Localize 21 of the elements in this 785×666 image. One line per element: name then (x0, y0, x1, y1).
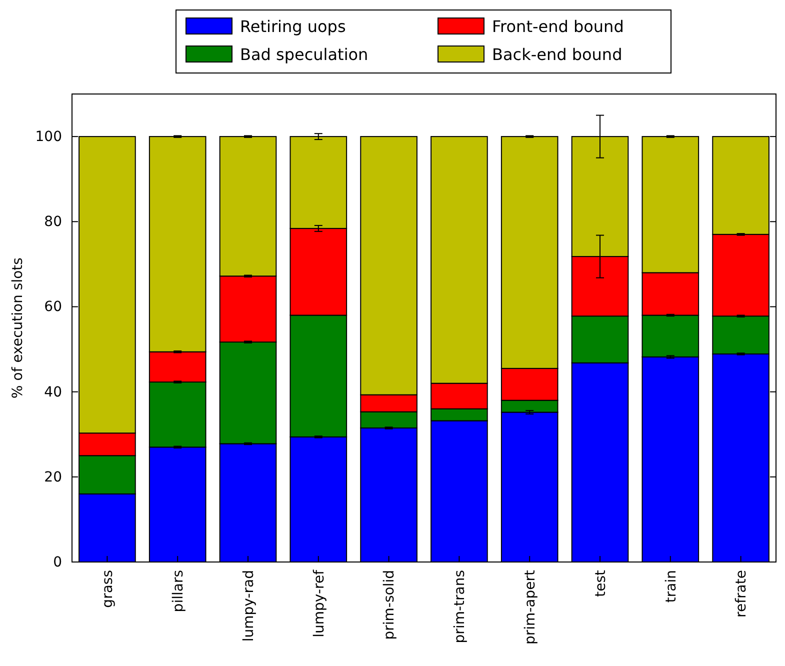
x-tick-label: pillars (170, 570, 186, 612)
x-tick-label: test (592, 569, 609, 597)
legend-label: Front-end bound (492, 17, 624, 36)
x-tick-label: lumpy-ref (311, 568, 328, 638)
y-axis-title: % of execution slots (10, 258, 26, 398)
x-tick-label: refrate (734, 570, 750, 618)
y-tick-label: 80 (44, 214, 62, 230)
x-tick-label: prim-trans (452, 570, 468, 644)
y-tick-label: 20 (44, 469, 62, 486)
y-tick-label: 0 (53, 554, 62, 570)
y-tick-label: 100 (35, 129, 62, 146)
x-tick-label: train (663, 570, 680, 603)
legend-label: Bad speculation (240, 45, 368, 64)
legend-label: Retiring uops (240, 17, 346, 36)
x-tick-label: prim-apert (522, 569, 538, 645)
y-tick-label: 40 (44, 384, 62, 400)
x-tick-label: lumpy-rad (240, 570, 257, 642)
y-tick-label: 60 (44, 299, 62, 316)
x-tick-label: grass (100, 570, 116, 608)
x-tick-label: prim-solid (382, 570, 398, 640)
legend-label: Back-end bound (492, 45, 622, 64)
